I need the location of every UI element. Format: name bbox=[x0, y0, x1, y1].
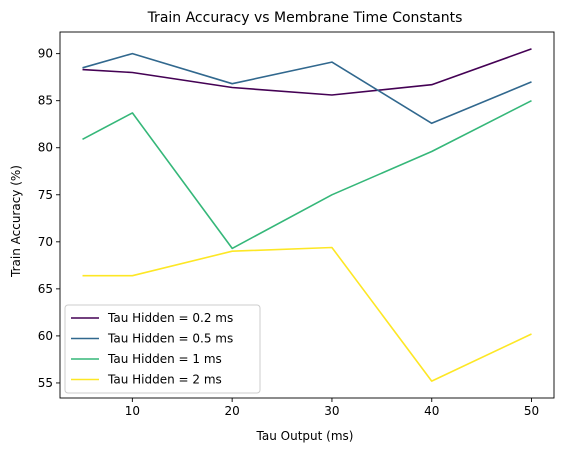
y-tick-label: 70 bbox=[38, 235, 53, 249]
y-tick-label: 90 bbox=[38, 47, 53, 61]
x-axis-label: Tau Output (ms) bbox=[256, 429, 354, 443]
legend: Tau Hidden = 0.2 ms Tau Hidden = 0.5 ms Ta… bbox=[65, 305, 260, 393]
y-axis-label: Train Accuracy (%) bbox=[9, 165, 23, 278]
legend-label: Tau Hidden = 2 ms bbox=[107, 373, 222, 387]
legend-label: Tau Hidden = 0.2 ms bbox=[107, 311, 233, 325]
legend-label: Tau Hidden = 1 ms bbox=[107, 352, 222, 366]
y-tick-label: 75 bbox=[38, 188, 53, 202]
chart-title: Train Accuracy vs Membrane Time Constant… bbox=[147, 10, 463, 26]
x-tick-label: 30 bbox=[324, 404, 339, 418]
x-tick-label: 50 bbox=[524, 404, 539, 418]
x-tick-label: 20 bbox=[225, 404, 240, 418]
y-tick-label: 60 bbox=[38, 329, 53, 343]
y-tick-label: 55 bbox=[38, 376, 53, 390]
legend-label: Tau Hidden = 0.5 ms bbox=[107, 332, 233, 346]
x-tick-label: 10 bbox=[125, 404, 140, 418]
x-tick-label: 40 bbox=[424, 404, 439, 418]
y-tick-label: 85 bbox=[38, 94, 53, 108]
y-tick-label: 65 bbox=[38, 282, 53, 296]
y-tick-label: 80 bbox=[38, 141, 53, 155]
